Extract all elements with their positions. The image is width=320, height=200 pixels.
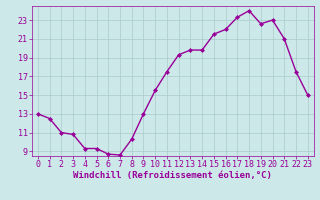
X-axis label: Windchill (Refroidissement éolien,°C): Windchill (Refroidissement éolien,°C) [73,171,272,180]
